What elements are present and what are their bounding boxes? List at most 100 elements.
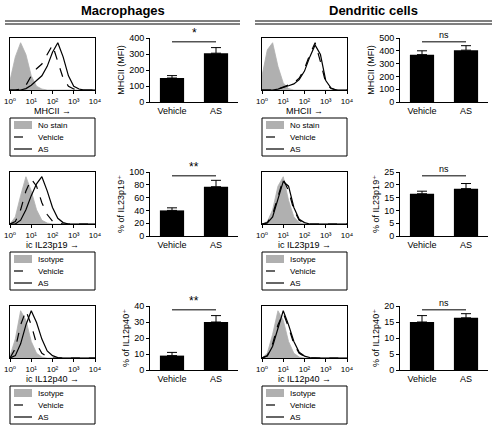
svg-text:Vehicle: Vehicle	[38, 133, 64, 142]
svg-text:300: 300	[379, 59, 394, 69]
svg-text:5: 5	[389, 218, 394, 228]
svg-text:10⁴: 10⁴	[341, 231, 354, 240]
svg-text:10²: 10²	[47, 97, 59, 106]
svg-text:200: 200	[129, 65, 144, 75]
svg-text:Dendritic cells: Dendritic cells	[329, 3, 418, 18]
svg-text:10¹: 10¹	[277, 365, 289, 374]
svg-text:Isotype: Isotype	[38, 255, 64, 264]
svg-text:MHCII →: MHCII →	[34, 106, 71, 116]
svg-text:10: 10	[384, 206, 394, 216]
svg-text:10⁴: 10⁴	[89, 365, 102, 374]
svg-text:5: 5	[389, 349, 394, 359]
svg-text:MHCII (MFI): MHCII (MFI)	[366, 45, 376, 95]
svg-text:10³: 10³	[68, 97, 80, 106]
svg-text:Vehicle: Vehicle	[38, 267, 64, 276]
svg-text:ic IL12p40 →: ic IL12p40 →	[26, 374, 79, 384]
svg-text:10²: 10²	[299, 365, 311, 374]
svg-text:10¹: 10¹	[25, 365, 37, 374]
svg-text:15: 15	[384, 317, 394, 327]
svg-text:Vehicle: Vehicle	[157, 240, 186, 250]
svg-text:% of IL12p40⁺: % of IL12p40⁺	[371, 309, 381, 367]
svg-text:10⁴: 10⁴	[89, 231, 102, 240]
svg-text:10¹: 10¹	[25, 97, 37, 106]
svg-text:Macrophages: Macrophages	[81, 3, 165, 18]
svg-text:ic IL23p19 →: ic IL23p19 →	[278, 240, 331, 250]
svg-text:10²: 10²	[47, 231, 59, 240]
svg-text:AS: AS	[38, 279, 49, 288]
svg-text:Isotype: Isotype	[38, 389, 64, 398]
svg-text:40: 40	[134, 301, 144, 311]
svg-text:AS: AS	[290, 413, 301, 422]
svg-text:Isotype: Isotype	[290, 255, 316, 264]
svg-text:No stain: No stain	[38, 121, 67, 130]
svg-text:% of IL23p19⁺: % of IL23p19⁺	[116, 175, 126, 233]
svg-text:10⁰: 10⁰	[4, 365, 16, 374]
svg-text:0: 0	[139, 365, 144, 375]
svg-text:10²: 10²	[299, 97, 311, 106]
svg-text:ns: ns	[439, 298, 449, 308]
svg-text:400: 400	[379, 46, 394, 56]
svg-text:10²: 10²	[47, 365, 59, 374]
svg-text:AS: AS	[210, 240, 222, 250]
svg-text:Vehicle: Vehicle	[407, 106, 436, 116]
svg-text:300: 300	[129, 49, 144, 59]
svg-text:AS: AS	[38, 145, 49, 154]
svg-text:10⁴: 10⁴	[341, 365, 354, 374]
svg-text:20: 20	[134, 333, 144, 343]
svg-text:10⁰: 10⁰	[256, 97, 268, 106]
svg-text:AS: AS	[210, 106, 222, 116]
svg-text:ns: ns	[439, 164, 449, 174]
svg-text:100: 100	[379, 84, 394, 94]
svg-text:10¹: 10¹	[277, 231, 289, 240]
svg-text:60: 60	[134, 193, 144, 203]
svg-text:10³: 10³	[320, 231, 332, 240]
svg-text:10³: 10³	[320, 365, 332, 374]
svg-text:400: 400	[129, 33, 144, 43]
svg-text:MHCII (MFI): MHCII (MFI)	[116, 45, 126, 95]
svg-text:0: 0	[139, 231, 144, 241]
svg-text:10⁰: 10⁰	[256, 365, 268, 374]
svg-text:Vehicle: Vehicle	[157, 374, 186, 384]
svg-text:ns: ns	[439, 30, 449, 40]
svg-text:0: 0	[389, 365, 394, 375]
svg-text:40: 40	[134, 206, 144, 216]
svg-text:10: 10	[384, 333, 394, 343]
svg-text:500: 500	[379, 33, 394, 43]
svg-text:10³: 10³	[320, 97, 332, 106]
svg-text:% of IL12p40⁺: % of IL12p40⁺	[121, 309, 131, 367]
svg-text:30: 30	[134, 317, 144, 327]
svg-text:Vehicle: Vehicle	[290, 133, 316, 142]
svg-text:AS: AS	[460, 374, 472, 384]
svg-text:No stain: No stain	[290, 121, 319, 130]
svg-text:*: *	[192, 26, 197, 40]
svg-text:10⁰: 10⁰	[256, 231, 268, 240]
svg-text:10³: 10³	[68, 231, 80, 240]
svg-text:10¹: 10¹	[25, 231, 37, 240]
svg-text:ic IL23p19 →: ic IL23p19 →	[26, 240, 79, 250]
svg-text:**: **	[189, 294, 199, 308]
svg-text:Vehicle: Vehicle	[290, 401, 316, 410]
svg-text:25: 25	[384, 167, 394, 177]
svg-text:20: 20	[384, 301, 394, 311]
svg-text:AS: AS	[290, 279, 301, 288]
svg-text:Vehicle: Vehicle	[290, 267, 316, 276]
svg-text:0: 0	[139, 97, 144, 107]
svg-text:20: 20	[384, 180, 394, 190]
svg-text:AS: AS	[460, 240, 472, 250]
svg-text:Vehicle: Vehicle	[157, 106, 186, 116]
svg-text:10¹: 10¹	[277, 97, 289, 106]
svg-text:10⁰: 10⁰	[4, 97, 16, 106]
svg-text:10: 10	[134, 349, 144, 359]
svg-text:Isotype: Isotype	[290, 389, 316, 398]
svg-text:0: 0	[389, 231, 394, 241]
svg-text:Vehicle: Vehicle	[407, 374, 436, 384]
svg-text:80: 80	[134, 180, 144, 190]
svg-text:0: 0	[389, 97, 394, 107]
svg-text:15: 15	[384, 193, 394, 203]
svg-text:100: 100	[129, 81, 144, 91]
svg-text:Vehicle: Vehicle	[38, 401, 64, 410]
svg-text:200: 200	[379, 72, 394, 82]
svg-text:**: **	[189, 160, 199, 174]
svg-text:ic IL12p40 →: ic IL12p40 →	[278, 374, 331, 384]
svg-text:AS: AS	[460, 106, 472, 116]
